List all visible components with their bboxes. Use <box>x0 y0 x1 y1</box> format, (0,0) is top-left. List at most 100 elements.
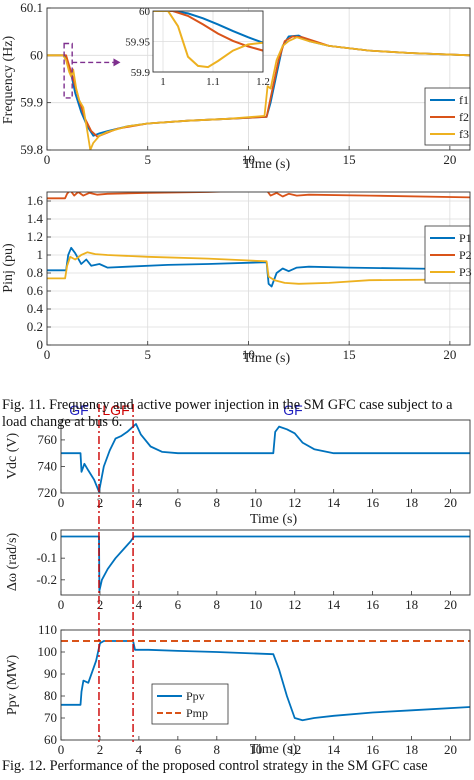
chart5-x-tick-label: 6 <box>175 742 182 757</box>
chart4-x-tick-label: 10 <box>249 597 262 612</box>
chart5-x-tick-label: 10 <box>249 742 262 757</box>
chart5-plot-area <box>61 630 470 740</box>
chart3-x-tick-label: 0 <box>58 495 65 510</box>
chart1-x-tick-label: 10 <box>242 152 255 167</box>
chart4-x-tick-label: 16 <box>366 597 380 612</box>
inset-series-yellow <box>153 11 263 69</box>
chart3-x-tick-label: 18 <box>405 495 418 510</box>
chart3-x-tick-label: 14 <box>327 495 341 510</box>
chart1-x-tick-label: 20 <box>443 152 456 167</box>
chart1-x-tick-label: 15 <box>343 152 356 167</box>
chart5-x-tick-label: 4 <box>136 742 143 757</box>
chart3-series-vdc <box>61 423 470 493</box>
chart1-legend-entry: f2 <box>459 110 469 124</box>
chart2-y-tick-label: 0.6 <box>27 283 44 298</box>
chart1-y-tick-label: 60 <box>30 47 43 62</box>
inset-frame <box>152 10 264 73</box>
chart3-plot-area <box>61 420 470 493</box>
chart4-x-tick-label: 8 <box>214 597 221 612</box>
chart4-x-tick-label: 2 <box>97 597 104 612</box>
chart1-y-tick-label: 60.1 <box>20 0 43 15</box>
chart2-x-tick-label: 15 <box>343 347 356 362</box>
chart5-legend <box>151 683 229 725</box>
chart5-y-tick-label: 100 <box>38 644 58 659</box>
chart2-series-p1 <box>47 246 470 288</box>
chart5-x-tick-label: 14 <box>327 742 341 757</box>
chart3-y-tick-label: 720 <box>38 485 58 500</box>
chart4-x-tick-label: 0 <box>58 597 65 612</box>
inset-y-tick-label: 59.95 <box>125 37 150 49</box>
chart5-legend-entry: Pmp <box>186 706 208 720</box>
chart5-y-axis-label: Ppv (MW) <box>5 655 20 716</box>
chart4-frame <box>60 529 471 596</box>
chart1-zoom-arrowhead <box>113 58 121 67</box>
inset-y-tick-label: 60 <box>139 6 151 18</box>
chart5-y-tick-label: 60 <box>44 732 57 747</box>
chart4-x-tick-label: 6 <box>175 597 182 612</box>
chart5-x-tick-label: 16 <box>366 742 380 757</box>
chart1-y-axis-label: Frequency (Hz) <box>1 36 16 125</box>
chart4-x-tick-label: 18 <box>405 597 418 612</box>
chart4-x-tick-label: 20 <box>444 597 457 612</box>
chart3-y-axis-label: Vdc (V) <box>5 433 20 480</box>
figure-12-caption: Fig. 12. Performance of the proposed con… <box>2 758 428 774</box>
chart2-legend-entry: P2 <box>459 248 472 262</box>
chart2-y-tick-label: 0.2 <box>27 319 43 334</box>
chart3-x-axis-label: Time (s) <box>250 512 298 527</box>
chart1-x-tick-label: 5 <box>144 152 151 167</box>
chart5-legend-entry: Ppv <box>186 689 205 703</box>
inset-x-tick-label: 1.1 <box>206 76 220 88</box>
inset-x-tick-label: 1.2 <box>256 76 270 88</box>
chart2-series-p3 <box>47 251 470 285</box>
chart3-x-tick-label: 6 <box>175 495 182 510</box>
chart2-y-tick-label: 0 <box>37 337 44 352</box>
chart3-y-tick-label: 760 <box>38 432 58 447</box>
chart5-y-tick-label: 110 <box>38 622 57 637</box>
chart2-x-tick-label: 5 <box>144 347 151 362</box>
chart4-x-tick-label: 4 <box>136 597 143 612</box>
chart3-x-tick-label: 4 <box>136 495 143 510</box>
chart2-legend-entry: P3 <box>459 265 472 279</box>
chart2-y-tick-label: 1.6 <box>27 193 44 208</box>
chart2-x-axis-label: Time (s) <box>243 351 291 366</box>
chart5-x-tick-label: 18 <box>405 742 418 757</box>
chart1-legend-entry: f1 <box>459 93 469 107</box>
chart3-x-tick-label: 16 <box>366 495 380 510</box>
chart5-x-axis-label: Time (s) <box>250 742 298 757</box>
mode-label-gf-left: GF <box>69 402 88 418</box>
chart2-y-tick-label: 1.2 <box>27 229 43 244</box>
chart1-zoom-box <box>63 42 73 99</box>
chart5-x-tick-label: 2 <box>97 742 104 757</box>
chart4-y-tick-label: 0 <box>51 529 58 544</box>
inset-x-tick-label: 1 <box>160 76 166 88</box>
chart4-y-tick-label: -0.1 <box>36 550 57 565</box>
mode-label-lgf: LGF <box>102 402 129 418</box>
chart4-y-tick-label: -0.2 <box>36 572 57 587</box>
chart5-y-tick-label: 70 <box>44 710 57 725</box>
chart5-frame <box>60 629 471 741</box>
chart3-y-tick-label: 740 <box>38 458 58 473</box>
chart2-y-tick-label: 1 <box>37 247 44 262</box>
chart4-x-tick-label: 12 <box>288 597 301 612</box>
chart1-y-tick-label: 59.8 <box>20 142 43 157</box>
chart5-x-tick-label: 0 <box>58 742 65 757</box>
chart4-plot-area <box>61 530 470 595</box>
chart2-y-tick-label: 0.8 <box>27 265 43 280</box>
chart3-x-tick-label: 12 <box>288 495 301 510</box>
chart5-y-tick-label: 90 <box>44 666 57 681</box>
mode-label-gf-right: GF <box>283 402 302 418</box>
chart2-x-tick-label: 10 <box>242 347 255 362</box>
chart1-x-axis-label: Time (s) <box>243 157 291 172</box>
chart2-y-axis-label: Pinj (pu) <box>1 243 16 293</box>
chart2-legend-entry: P1 <box>459 231 472 245</box>
chart3-x-tick-label: 10 <box>249 495 262 510</box>
chart3-x-tick-label: 8 <box>214 495 221 510</box>
chart2-y-tick-label: 1.4 <box>27 211 44 226</box>
chart3-x-tick-label: 20 <box>444 495 457 510</box>
chart2-series-p2 <box>47 192 470 200</box>
chart5-series-ppv <box>61 640 470 722</box>
inset-y-tick-label: 59.9 <box>131 67 151 79</box>
chart3-frame <box>60 419 471 494</box>
chart5-x-tick-label: 8 <box>214 742 221 757</box>
